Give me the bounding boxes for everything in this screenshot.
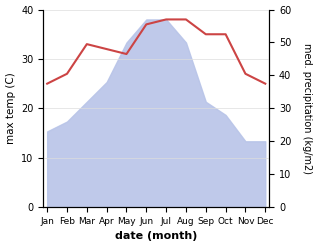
Y-axis label: max temp (C): max temp (C) [5, 72, 16, 144]
Y-axis label: med. precipitation (kg/m2): med. precipitation (kg/m2) [302, 43, 313, 174]
X-axis label: date (month): date (month) [115, 231, 197, 242]
